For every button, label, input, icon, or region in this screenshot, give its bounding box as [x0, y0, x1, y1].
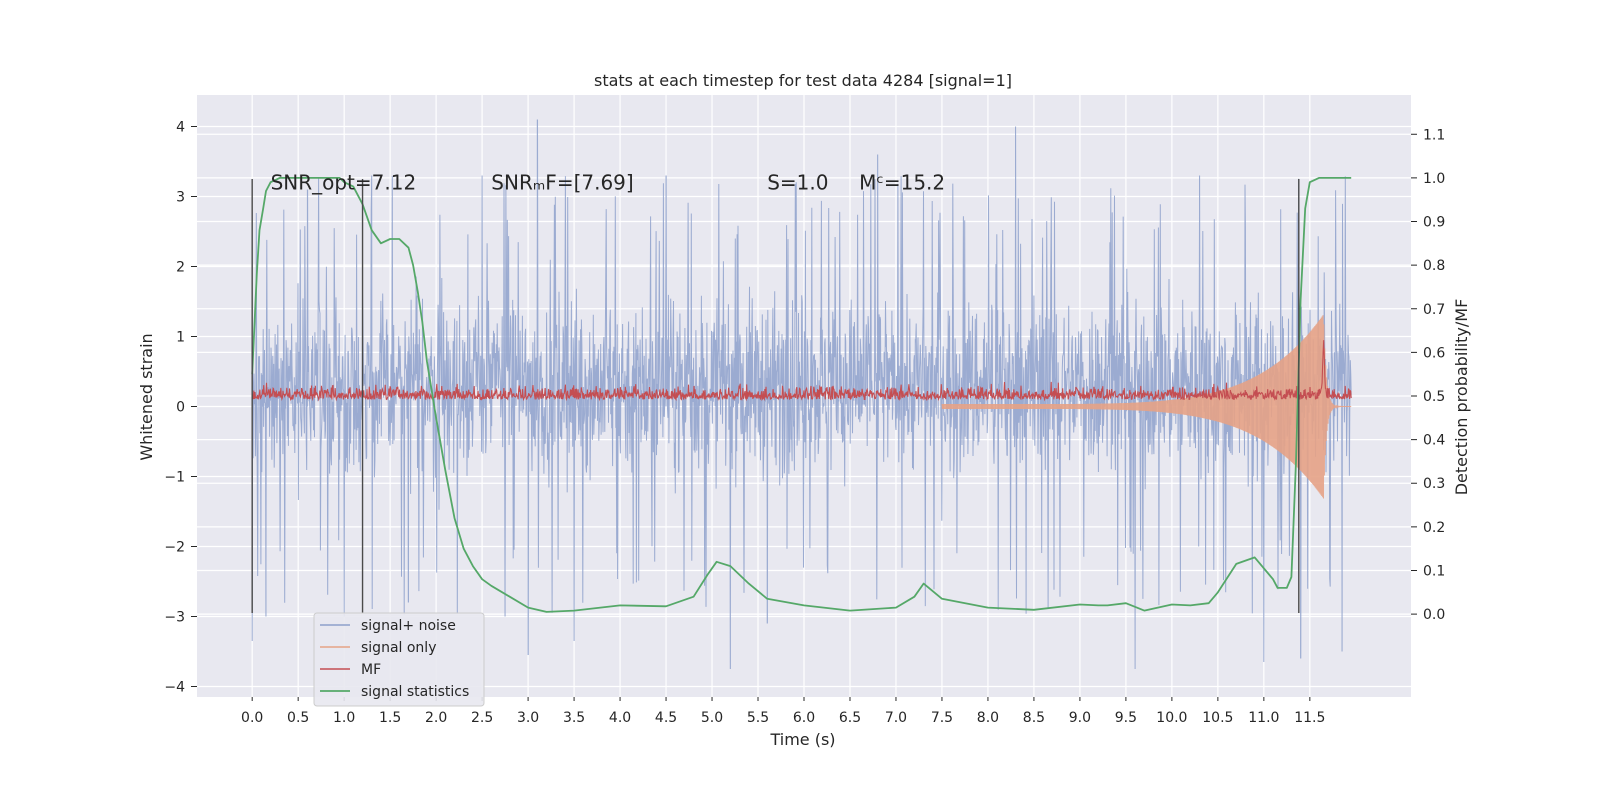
- y-axis-left: −4 −3 −2 −1 0 1 2 3 4: [164, 120, 197, 696]
- x-tick-label: 8.0: [977, 710, 999, 726]
- y-tick-label: 4: [176, 120, 185, 136]
- series-signal-statistics: [251, 177, 1352, 613]
- x-tick-label: 0.5: [287, 710, 309, 726]
- y2-tick-label: 0.9: [1423, 215, 1445, 231]
- x-tick-label: 7.0: [885, 710, 907, 726]
- y-tick-label: 2: [176, 260, 185, 276]
- x-tick-label: 3.0: [517, 710, 539, 726]
- y2-tick-label: 0.1: [1423, 563, 1445, 579]
- y-tick-label: −2: [164, 540, 185, 556]
- x-tick-label: 6.5: [839, 710, 861, 726]
- x-tick-label: 5.0: [701, 710, 723, 726]
- y2-tick-label: 0.2: [1423, 520, 1445, 536]
- x-tick-label: 4.5: [655, 710, 677, 726]
- chart-title: stats at each timestep for test data 428…: [594, 71, 1012, 90]
- x-tick-label: 0.0: [241, 710, 263, 726]
- y2-tick-label: 0.3: [1423, 476, 1445, 492]
- x-tick-label: 9.5: [1115, 710, 1137, 726]
- x-tick-label: 2.0: [425, 710, 447, 726]
- y2-tick-label: 1.0: [1423, 171, 1445, 187]
- x-tick-label: 10.5: [1202, 710, 1233, 726]
- x-tick-label: 11.0: [1248, 710, 1279, 726]
- legend: signal+ noise signal only MF signal statist…: [313, 612, 485, 707]
- annotation-text: S=1.0: [767, 171, 828, 195]
- x-tick-label: 8.5: [1023, 710, 1045, 726]
- annotation-text: SNRₘF=[7.69]: [491, 171, 633, 195]
- y-tick-label: −4: [164, 680, 185, 696]
- y-tick-label: 0: [176, 400, 185, 416]
- x-axis: 0.0 0.5 1.0 1.5 2.0 2.5 3.0 3.5 4.0 4.5 5.0 5.5 6.0 6…: [241, 697, 1325, 726]
- series-signal-only: [941, 315, 1352, 499]
- legend-label: signal statistics: [361, 684, 469, 700]
- y-tick-label: −3: [164, 610, 185, 626]
- y-tick-label: −1: [164, 470, 185, 486]
- x-tick-label: 9.0: [1069, 710, 1091, 726]
- legend-label: signal+ noise: [361, 618, 456, 634]
- x-tick-label: 7.5: [931, 710, 953, 726]
- x-tick-label: 2.5: [471, 710, 493, 726]
- y2-tick-label: 0.0: [1423, 607, 1445, 623]
- x-tick-label: 10.0: [1156, 710, 1187, 726]
- x-tick-label: 11.5: [1294, 710, 1325, 726]
- x-tick-label: 3.5: [563, 710, 585, 726]
- series-mf: [251, 340, 1352, 402]
- annotation-text: SNR_opt=7.12: [271, 171, 417, 195]
- x-tick-label: 5.5: [747, 710, 769, 726]
- y2-tick-label: 0.6: [1423, 345, 1445, 361]
- y-axis-label: Whitened strain: [137, 333, 156, 460]
- y-axis-right: 0.0 0.1 0.2 0.3 0.4 0.5 0.6 0.7 0.8 0.9 1.0 1.1: [1411, 127, 1445, 623]
- y2-tick-label: 0.8: [1423, 258, 1445, 274]
- y-tick-label: 1: [176, 330, 185, 346]
- annotations: SNR_opt=7.12 SNRₘF=[7.69] S=1.0 Mᶜ=15.2: [271, 171, 946, 195]
- y2-tick-label: 0.7: [1423, 302, 1445, 318]
- y2-axis-label: Detection probability/MF: [1452, 299, 1471, 496]
- series-signal-noise: [251, 119, 1352, 670]
- y-tick-label: 3: [176, 190, 185, 206]
- y2-tick-label: 0.4: [1423, 433, 1445, 449]
- x-tick-label: 1.5: [379, 710, 401, 726]
- data-layer: [251, 119, 1352, 670]
- y2-tick-label: 1.1: [1423, 127, 1445, 143]
- annotation-text: Mᶜ=15.2: [859, 171, 945, 195]
- x-axis-label: Time (s): [769, 730, 835, 749]
- legend-box: [313, 612, 485, 707]
- x-tick-label: 6.0: [793, 710, 815, 726]
- y2-tick-label: 0.5: [1423, 389, 1445, 405]
- legend-label: signal only: [361, 640, 436, 656]
- x-tick-label: 4.0: [609, 710, 631, 726]
- legend-label: MF: [361, 662, 381, 678]
- x-tick-label: 1.0: [333, 710, 355, 726]
